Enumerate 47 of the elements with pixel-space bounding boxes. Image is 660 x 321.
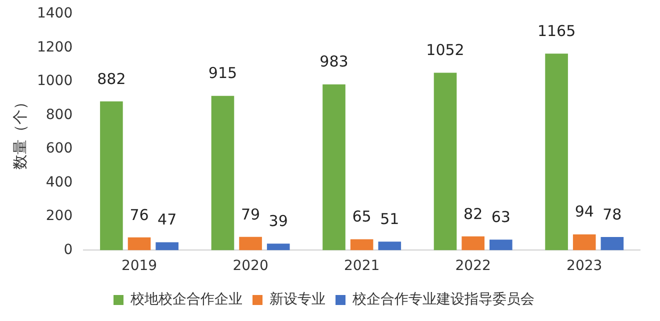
bar <box>128 237 151 250</box>
data-label: 47 <box>158 210 177 229</box>
bar <box>100 101 123 250</box>
bar <box>322 84 346 250</box>
bar <box>600 237 624 250</box>
y-tick-label: 0 <box>64 242 73 258</box>
bar <box>378 242 402 250</box>
y-tick-label: 1400 <box>36 6 73 22</box>
y-tick-label: 1000 <box>36 73 73 90</box>
bar <box>239 236 262 250</box>
data-label: 51 <box>380 210 400 228</box>
data-label: 65 <box>352 208 372 226</box>
y-tick-label: 800 <box>46 106 73 123</box>
y-tick-label: 600 <box>46 140 73 157</box>
legend-label: 校企合作专业建设指导委员会 <box>352 292 534 308</box>
data-label: 915 <box>208 64 238 82</box>
y-tick-label: 400 <box>46 174 73 190</box>
data-label: 63 <box>491 208 510 226</box>
y-axis-title: 数量（个） <box>10 94 29 170</box>
data-label: 76 <box>130 206 149 224</box>
x-tick-label: 2022 <box>455 258 491 274</box>
data-label: 82 <box>464 204 483 223</box>
bar <box>434 72 457 250</box>
x-tick-label: 2019 <box>121 258 158 274</box>
bar <box>545 54 568 250</box>
y-tick-label: 200 <box>46 208 73 224</box>
bar <box>490 240 512 250</box>
data-label: 79 <box>240 205 260 224</box>
data-label: 983 <box>320 52 348 71</box>
data-label: 94 <box>574 202 594 221</box>
bar <box>156 242 178 250</box>
bar <box>266 244 290 250</box>
y-tick-label: 1200 <box>36 39 73 56</box>
x-tick-label: 2023 <box>566 258 602 274</box>
bar <box>462 236 484 250</box>
legend-label: 校地校企合作企业 <box>130 292 242 308</box>
legend-label: 新设专业 <box>270 292 326 308</box>
x-tick-label: 2021 <box>344 258 380 274</box>
data-label: 39 <box>268 212 288 230</box>
bar <box>350 239 374 250</box>
data-label: 1165 <box>537 22 576 40</box>
bar <box>572 234 596 250</box>
data-label: 1052 <box>426 41 464 60</box>
data-label: 882 <box>97 70 126 88</box>
x-tick-label: 2020 <box>232 258 268 274</box>
bar <box>211 96 234 250</box>
data-label: 78 <box>602 205 622 224</box>
